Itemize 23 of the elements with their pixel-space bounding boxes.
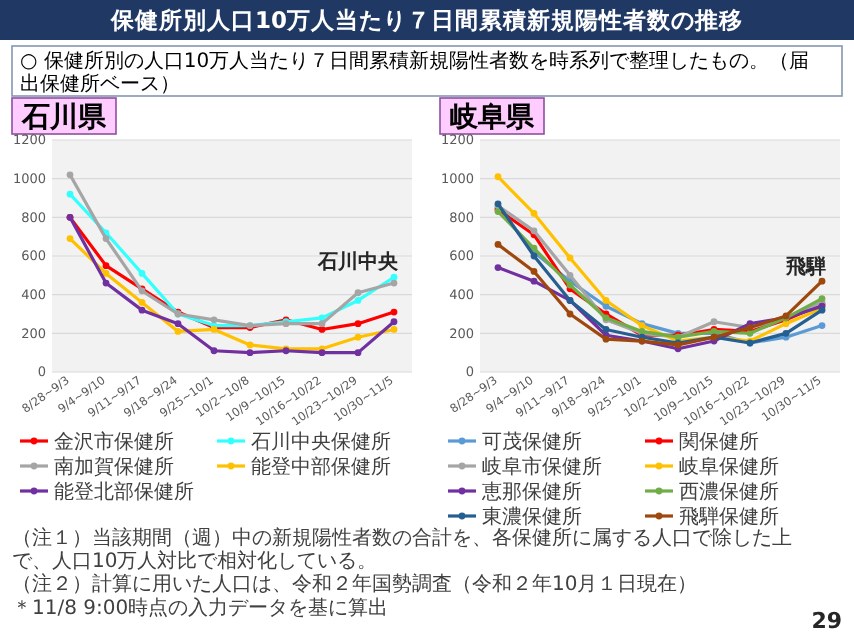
text: （注２）計算に用いた人口は、令和２年国勢調査（令和２年10月１日現在） (12, 572, 698, 596)
legend-label: 関保健所 (679, 430, 759, 454)
text: ○ 保健所別の人口10万人当たり７日間累積新規陽性者数を時系列で整理したもの。（届出保健所ベース） (20, 49, 810, 96)
text: 29 (811, 608, 842, 634)
legend-label: 岐阜市保健所 (482, 455, 602, 479)
annotation: 石川中央 (316, 249, 400, 274)
text: （注１）当該期間（週）中の新規陽性者数の合計を、各保健所に属する人口で除した上で、人口10万人対比で相対化している。 (12, 526, 792, 573)
legend-label: 岐阜保健所 (679, 455, 779, 479)
annotation: 飛騨 (784, 255, 826, 280)
legend-label: 恵那保健所 (480, 480, 582, 504)
chart-title: 石川県 (20, 102, 108, 134)
legend-label: 南加賀保健所 (54, 455, 174, 479)
legend-label: 西濃保健所 (679, 480, 779, 504)
legend-label: 飛騨保健所 (679, 505, 779, 529)
chart-title: 岐阜県 (450, 102, 536, 134)
legend-label: 金沢市保健所 (54, 430, 174, 454)
legend-label: 可茂保健所 (482, 430, 582, 454)
text: 保健所別人口10万人当たり７日間累積新規陽性者数の推移 (108, 6, 744, 34)
text: ＊11/8 9:00時点の入力データを基に算出 (12, 596, 389, 620)
legend-label: 能登北部保健所 (54, 480, 194, 504)
legend-label: 能登中部保健所 (251, 455, 391, 479)
legend-label: 石川中央保健所 (251, 430, 391, 454)
legend-label: 東濃保健所 (482, 505, 582, 529)
